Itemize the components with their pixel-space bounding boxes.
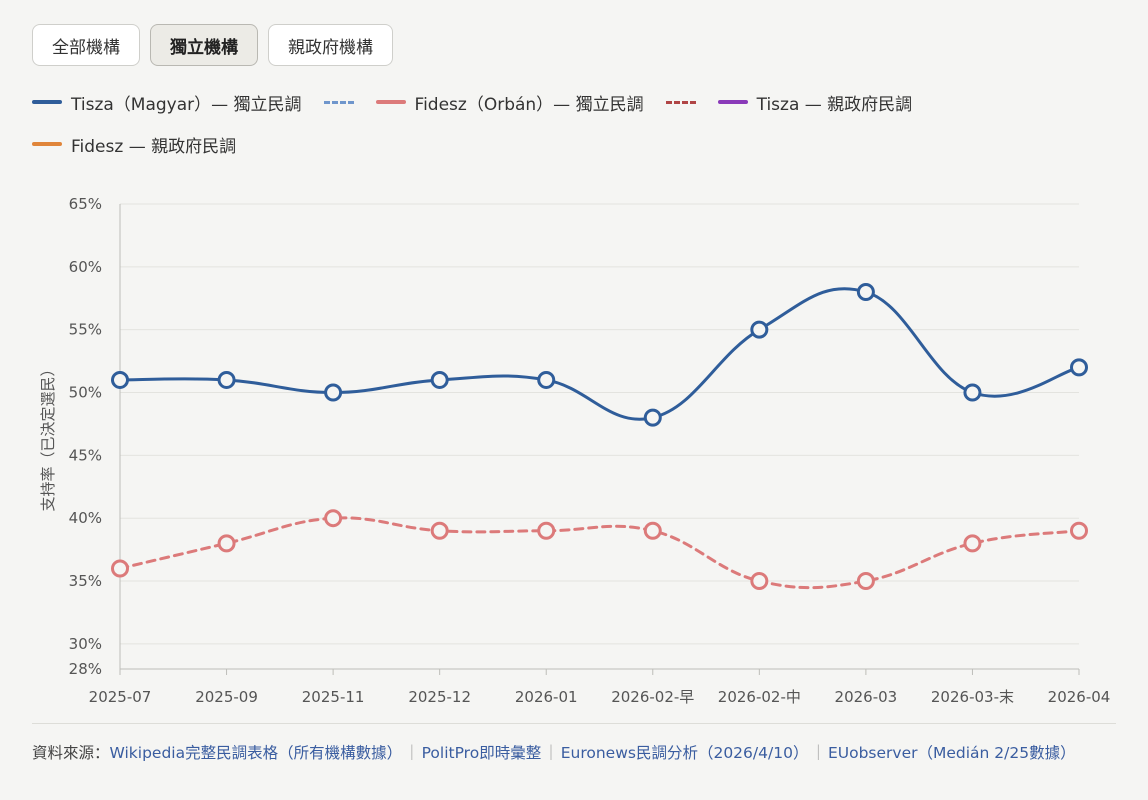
series-line-1 bbox=[118, 516, 1081, 590]
y-tick-label: 40% bbox=[69, 509, 102, 527]
y-tick-label: 60% bbox=[69, 258, 102, 276]
legend-label: Fidesz（Orbán）— 獨立民調 bbox=[414, 94, 644, 115]
data-point-1 bbox=[750, 572, 769, 591]
source-separator: ｜ bbox=[543, 744, 559, 762]
y-axis-title: 支持率（已決定選民） bbox=[39, 361, 57, 511]
legend-item-tisza-dashed[interactable] bbox=[323, 86, 354, 118]
x-tick-label: 2025-09 bbox=[195, 688, 258, 706]
legend-swatch bbox=[375, 100, 406, 104]
legend-label: Tisza — 親政府民調 bbox=[756, 94, 913, 115]
y-tick-label: 50% bbox=[69, 384, 102, 402]
x-tick-label: 2025-07 bbox=[89, 688, 152, 706]
y-tick-label: 35% bbox=[69, 572, 102, 590]
legend-swatch bbox=[665, 100, 696, 104]
source-filter-group: 全部機構 獨立機構 親政府機構 bbox=[32, 24, 393, 66]
x-tick-label: 2026-02-早 bbox=[611, 688, 694, 706]
legend-label: Fidesz — 親政府民調 bbox=[71, 136, 237, 157]
data-point-0 bbox=[643, 408, 662, 427]
data-point-1 bbox=[430, 521, 449, 540]
y-tick-label: 30% bbox=[69, 635, 102, 653]
legend-item-tisza-independent[interactable]: Tisza（Magyar）— 獨立民調 bbox=[32, 86, 302, 118]
x-tick-label: 2026-03-末 bbox=[931, 688, 1014, 706]
data-point-0 bbox=[1070, 358, 1088, 377]
data-point-0 bbox=[537, 370, 556, 389]
data-point-0 bbox=[430, 370, 449, 389]
data-point-1 bbox=[324, 509, 343, 528]
source-separator: ｜ bbox=[404, 744, 420, 762]
chart-legend: Tisza（Magyar）— 獨立民調 Fidesz（Orbán）— 獨立民調 … bbox=[32, 86, 1112, 160]
legend-item-fidesz-pro-government[interactable]: Fidesz — 親政府民調 bbox=[32, 128, 236, 160]
source-link-politpro[interactable]: PolitPro即時彙整 bbox=[421, 744, 542, 762]
data-point-0 bbox=[750, 320, 769, 339]
data-point-0 bbox=[856, 282, 875, 301]
y-tick-label: 65% bbox=[69, 195, 102, 213]
legend-item-tisza-pro-government[interactable]: Tisza — 親政府民調 bbox=[717, 86, 913, 118]
y-tick-label: 45% bbox=[69, 446, 102, 464]
source-link-wikipedia[interactable]: Wikipedia完整民調表格（所有機構數據） bbox=[109, 744, 403, 762]
data-point-1 bbox=[111, 559, 129, 578]
data-point-0 bbox=[111, 370, 129, 389]
data-point-1 bbox=[537, 521, 556, 540]
filter-pro-government-button[interactable]: 親政府機構 bbox=[268, 24, 393, 66]
source-separator: ｜ bbox=[810, 744, 826, 762]
data-point-0 bbox=[963, 383, 982, 402]
legend-item-fidesz-dashed[interactable] bbox=[665, 86, 696, 118]
x-tick-label: 2025-11 bbox=[302, 688, 365, 706]
source-prefix: 資料來源： bbox=[32, 744, 110, 762]
y-tick-label: 28% bbox=[69, 660, 102, 678]
legend-swatch bbox=[32, 100, 62, 104]
y-tick-label: 55% bbox=[69, 321, 102, 339]
data-point-0 bbox=[324, 383, 343, 402]
legend-label: Tisza（Magyar）— 獨立民調 bbox=[71, 94, 302, 115]
x-tick-label: 2025-12 bbox=[408, 688, 471, 706]
source-link-euobserver[interactable]: EUobserver（Medián 2/25數據） bbox=[827, 744, 1076, 762]
data-point-1 bbox=[1070, 521, 1088, 540]
line-chart: 65% 60% 55% 50% 45% 40% 35% 30% 28% 2025-07 2025-0… bbox=[39, 195, 1111, 706]
data-point-1 bbox=[643, 521, 662, 540]
x-tick-label: 2026-02-中 bbox=[718, 688, 801, 706]
filter-all-button[interactable]: 全部機構 bbox=[32, 24, 140, 66]
legend-swatch bbox=[323, 100, 354, 104]
legend-swatch bbox=[32, 142, 62, 146]
data-point-1 bbox=[217, 534, 236, 553]
data-point-0 bbox=[217, 370, 236, 389]
source-footnote: 資料來源：Wikipedia完整民調表格（所有機構數據）｜ PolitPro即時彙… bbox=[32, 723, 1116, 766]
x-tick-label: 2026-03 bbox=[835, 688, 898, 706]
data-point-1 bbox=[963, 534, 982, 553]
x-tick-label: 2026-04 bbox=[1048, 688, 1111, 706]
series-line-0 bbox=[118, 287, 1081, 421]
filter-independent-button[interactable]: 獨立機構 bbox=[150, 24, 258, 66]
legend-swatch bbox=[717, 100, 748, 104]
legend-item-fidesz-independent[interactable]: Fidesz（Orbán）— 獨立民調 bbox=[375, 86, 644, 118]
source-link-euronews[interactable]: Euronews民調分析（2026/4/10） bbox=[560, 744, 809, 762]
x-tick-label: 2026-01 bbox=[515, 688, 578, 706]
data-point-1 bbox=[856, 572, 875, 591]
